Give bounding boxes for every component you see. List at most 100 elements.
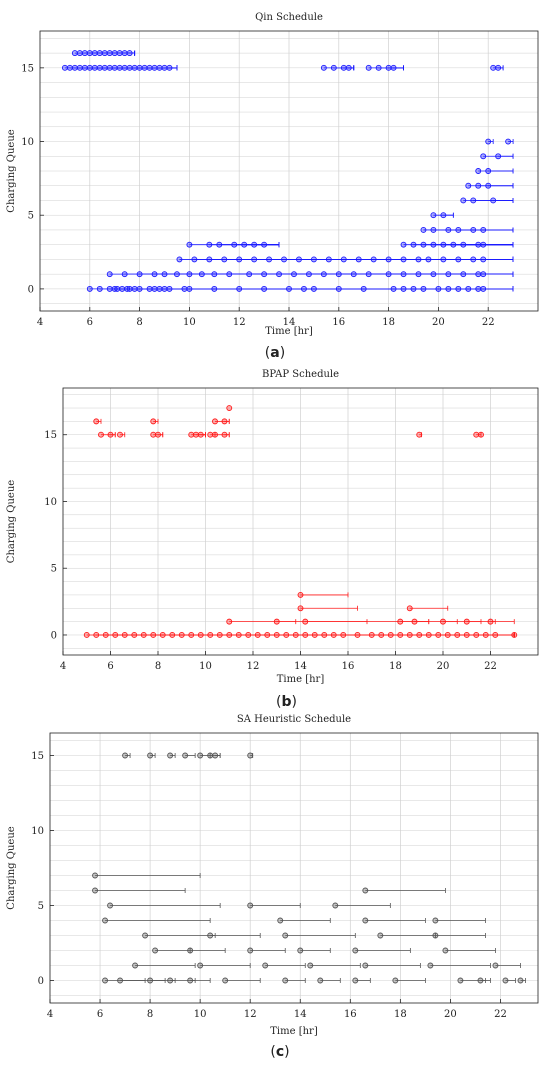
panel-label: (b) [276, 694, 297, 710]
chart-title: Qin Schedule [255, 12, 323, 23]
arrival-point [151, 64, 158, 71]
arrival-point [198, 271, 205, 278]
arrival-point [150, 632, 157, 638]
arrival-point [460, 271, 467, 278]
arrival-point [173, 271, 180, 278]
arrival-point [167, 752, 174, 759]
arrival-point [282, 932, 289, 939]
arrival-point [92, 887, 98, 894]
arrival-point [106, 64, 113, 71]
arrival-point [480, 153, 487, 160]
arrival-point [511, 632, 518, 638]
arrival-point [475, 271, 482, 278]
arrival-point [101, 50, 108, 57]
y-tick-label: 0 [38, 976, 44, 987]
arrival-point [117, 431, 123, 438]
arrival-point [416, 632, 423, 638]
arrival-point [340, 632, 347, 638]
y-tick-label: 0 [28, 284, 34, 295]
arrival-point [146, 64, 153, 71]
arrival-point [445, 226, 452, 233]
arrival-point [485, 138, 492, 145]
y-axis-label: Charging Queue [6, 129, 17, 212]
arrival-point [432, 932, 439, 939]
arrival-point [335, 285, 342, 292]
arrival-point [475, 168, 482, 174]
arrival-point [251, 241, 258, 248]
x-tick-label: 6 [107, 661, 113, 672]
arrival-point [365, 271, 372, 278]
arrival-point [420, 285, 427, 292]
arrival-point [206, 241, 213, 248]
arrival-point [362, 917, 369, 924]
arrival-point [455, 226, 462, 233]
arrival-point [505, 138, 512, 145]
arrival-point [96, 50, 103, 57]
arrival-point [330, 632, 337, 638]
arrival-point [385, 256, 392, 263]
chart-panel-b: 4 6 8 10 12 14 16 18 20 22 0 5 10 15 BPAP Schedule Time… [6, 369, 539, 710]
arrival-point [377, 932, 384, 939]
arrival-point [387, 632, 394, 638]
y-tick-label: 15 [44, 430, 57, 441]
arrival-point [107, 431, 114, 438]
x-tick-label: 14 [283, 317, 296, 328]
arrival-point [444, 632, 451, 638]
arrival-point [251, 256, 258, 263]
arrival-point [430, 226, 437, 233]
arrival-point [495, 153, 502, 160]
arrival-point [197, 632, 204, 638]
arrival-point [430, 271, 437, 278]
arrival-point [305, 271, 312, 278]
arrival-point [450, 241, 457, 248]
x-tick-label: 4 [37, 317, 43, 328]
arrival-point [93, 632, 100, 638]
arrival-point [345, 64, 352, 71]
arrival-point [119, 285, 126, 292]
x-tick-label: 12 [247, 661, 260, 672]
arrival-point [182, 752, 189, 759]
x-tick-label: 8 [155, 661, 161, 672]
y-tick-label: 5 [38, 901, 44, 912]
arrival-point [191, 256, 198, 263]
arrival-point [455, 285, 462, 292]
arrival-point [126, 64, 133, 71]
arrival-point [350, 271, 357, 278]
arrival-point [311, 632, 318, 638]
arrival-point [216, 632, 223, 638]
arrival-point [470, 197, 477, 204]
arrival-point [325, 256, 332, 263]
arrival-point [102, 632, 109, 638]
arrival-point [340, 64, 347, 71]
arrival-point [281, 256, 287, 263]
arrival-point [216, 241, 223, 248]
arrival-point [151, 271, 158, 278]
arrival-point [247, 752, 254, 759]
arrival-point [320, 64, 327, 71]
x-tick-label: 18 [389, 661, 402, 672]
arrival-point [397, 632, 404, 638]
arrival-point [370, 256, 377, 263]
arrival-point [261, 285, 268, 292]
arrival-point [106, 50, 113, 57]
chart-panel-a: 4 6 8 10 12 14 16 18 20 22 0 5 10 15 Qin Schedule Time … [6, 12, 539, 361]
arrival-point [502, 977, 509, 984]
arrival-point [480, 271, 487, 278]
arrival-point [226, 271, 233, 278]
arrival-point [264, 632, 271, 638]
arrival-point [425, 256, 432, 263]
arrival-point [430, 212, 437, 219]
arrival-point [352, 947, 359, 954]
arrival-point [83, 632, 90, 638]
x-tick-label: 14 [294, 661, 307, 672]
x-tick-label: 4 [60, 661, 66, 672]
y-tick-label: 5 [28, 211, 34, 222]
arrival-point [159, 632, 166, 638]
arrival-point [231, 241, 238, 248]
arrival-point [178, 632, 185, 638]
x-tick-label: 10 [183, 317, 196, 328]
arrival-point [186, 285, 193, 292]
arrival-point [473, 431, 480, 438]
y-tick-label: 5 [51, 564, 57, 575]
arrival-point [432, 917, 439, 924]
